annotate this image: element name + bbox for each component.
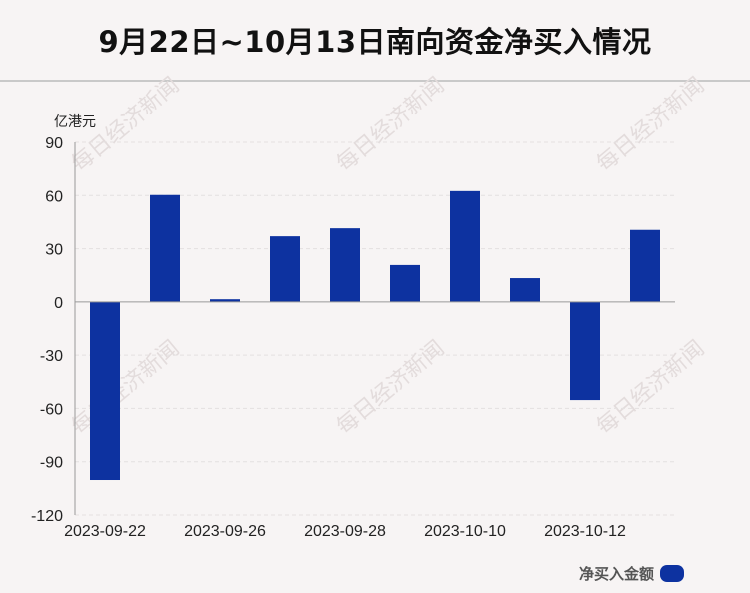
y-tick-label: 60 [45,188,63,205]
axes [74,142,675,515]
bar [630,229,660,302]
bar [210,299,240,302]
x-tick-label: 2023-10-10 [424,523,506,540]
y-tick-label: -120 [31,508,63,525]
bar [450,190,480,302]
y-tick-labels: 90 60 30 0 -30 -60 -90 -120 [31,135,63,525]
y-tick-label: 90 [45,135,63,152]
y-tick-label: 0 [54,295,63,312]
x-tick-label: 2023-09-28 [304,523,386,540]
watermark-text: 每日经济新闻 [332,73,449,177]
watermark-text: 每日经济新闻 [67,336,184,440]
bar [270,236,300,302]
legend-label: 净买入金额 [578,565,654,583]
watermark-text: 每日经济新闻 [332,336,449,440]
x-tick-label: 2023-10-12 [544,523,626,540]
x-tick-label: 2023-09-26 [184,523,266,540]
x-tick-label: 2023-09-22 [64,523,146,540]
y-tick-label: 30 [45,242,63,259]
y-tick-label: -90 [40,455,63,472]
bar [510,278,540,302]
title-divider [0,80,750,82]
bar [570,301,600,401]
watermark-text: 每日经济新闻 [592,336,709,440]
chart-title: 9月22日~10月13日南向资金净买入情况 [98,25,652,59]
bars [90,190,660,481]
bar [390,264,420,302]
legend: 净买入金额 [579,563,684,584]
y-tick-label: -30 [40,348,63,365]
bar [150,194,180,302]
y-tick-label: -60 [40,401,63,418]
y-axis-unit: 亿港元 [54,114,96,130]
watermark-text: 每日经济新闻 [592,73,709,177]
x-tick-labels: 2023-09-22 2023-09-26 2023-09-28 2023-10-10… [64,523,626,540]
legend-swatch [660,565,684,582]
bar [330,228,360,302]
bar [90,301,120,481]
